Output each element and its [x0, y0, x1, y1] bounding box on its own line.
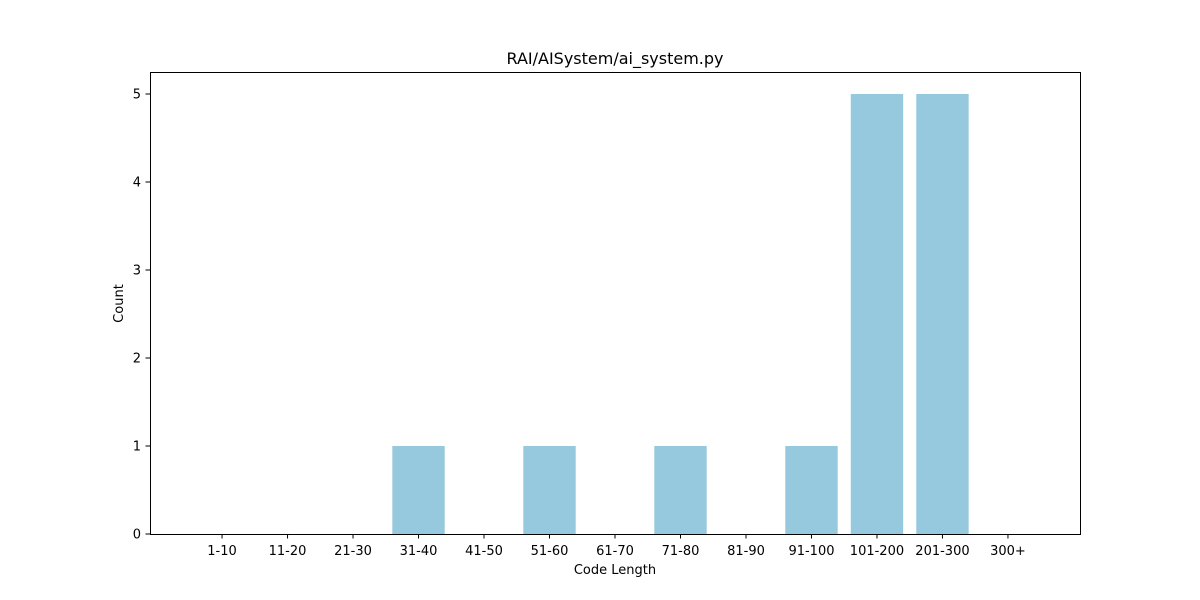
bar-201-300	[916, 94, 969, 534]
x-tick-label: 41-50	[465, 544, 503, 559]
y-tick-label: 2	[133, 352, 141, 367]
x-tick-label: 81-90	[727, 544, 765, 559]
x-axis-ticks: 1-10 11-20 21-30 31-40 41-50 51-60 61-70 71-80 8…	[207, 534, 1026, 559]
bar-71-80	[654, 446, 707, 534]
x-tick-label: 1-10	[207, 544, 237, 559]
x-tick-label: 61-70	[596, 544, 634, 559]
y-tick-label: 1	[133, 440, 141, 455]
y-tick-label: 5	[133, 88, 141, 103]
bar-91-100	[785, 446, 838, 534]
bar-101-200	[850, 94, 904, 534]
y-axis-ticks: 0 1 2 3 4 5	[133, 88, 150, 543]
x-tick-label: 201-300	[915, 544, 969, 559]
bar-51-60	[523, 446, 576, 534]
y-tick-label: 4	[133, 176, 141, 191]
x-tick-label: 91-100	[788, 544, 834, 559]
x-tick-label: 21-30	[334, 544, 372, 559]
y-tick-label: 0	[133, 528, 141, 543]
x-tick-label: 71-80	[662, 544, 700, 559]
x-tick-label: 31-40	[400, 544, 438, 559]
x-tick-label: 11-20	[269, 544, 307, 559]
bar-31-40	[392, 446, 445, 534]
x-axis-label: Code Length	[574, 563, 656, 578]
x-tick-label: 51-60	[531, 544, 569, 559]
x-tick-label: 300+	[990, 544, 1026, 559]
y-axis-label: Count	[112, 284, 127, 323]
y-tick-label: 3	[133, 264, 141, 279]
plot-frame	[150, 72, 1081, 535]
chart-title: RAI/AISystem/ai_system.py	[506, 49, 723, 69]
bars-group	[392, 94, 969, 534]
x-tick-label: 101-200	[850, 544, 904, 559]
